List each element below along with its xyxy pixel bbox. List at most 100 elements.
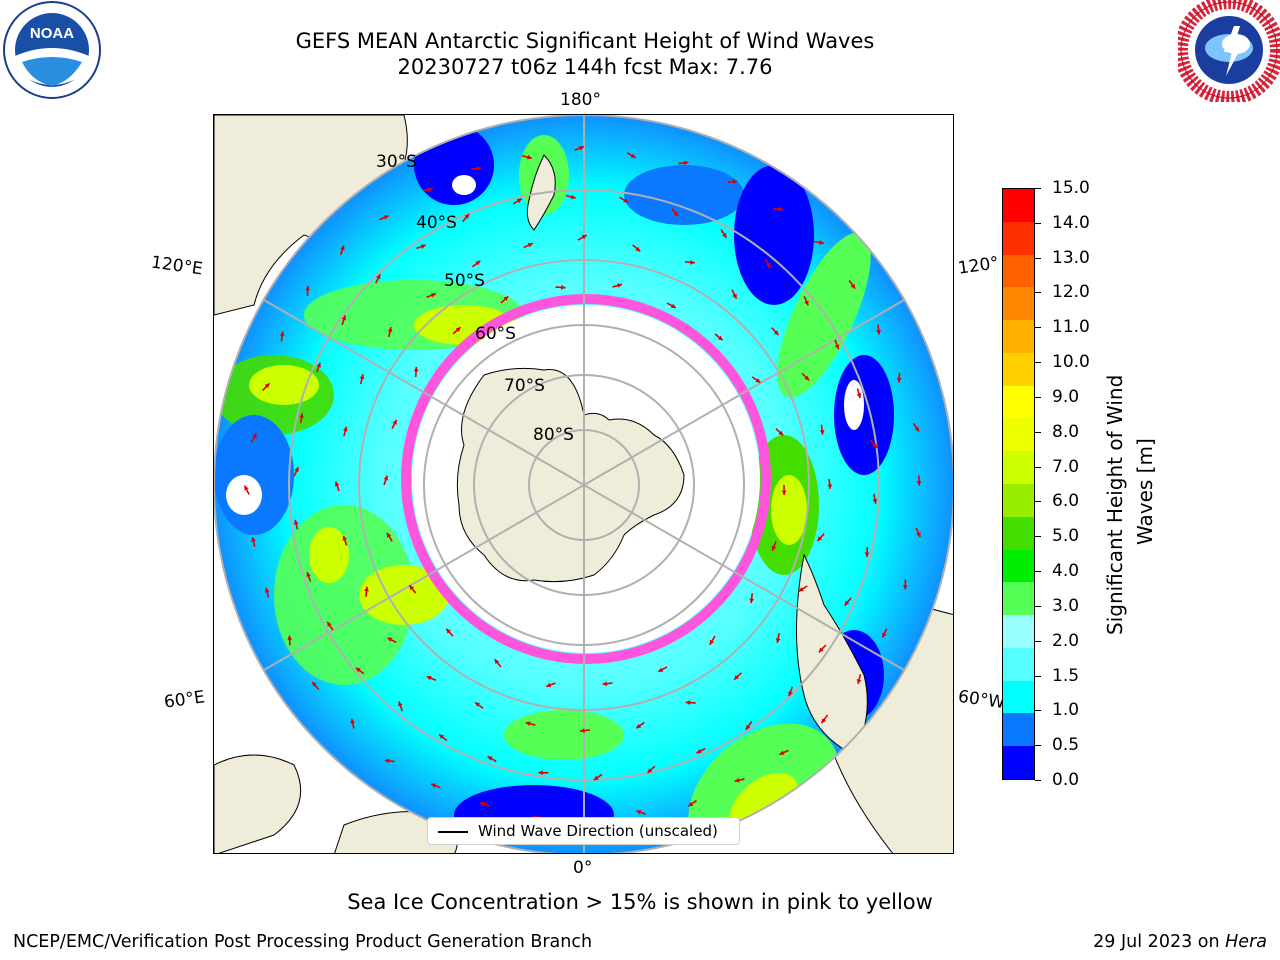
colorbar-tick-label: 11.0 [1052, 317, 1090, 338]
wind-wave-arrowhead [617, 283, 623, 288]
wind-wave-arrowhead [420, 244, 426, 249]
colorbar-tick-mark [1035, 501, 1041, 503]
legend-line [438, 831, 468, 833]
wind-wave-arrowhead [409, 585, 415, 591]
wind-wave-arrowhead [864, 552, 870, 557]
noaa-logo: NOAA [3, 1, 101, 99]
colorbar-tick-label: 6.0 [1052, 491, 1080, 512]
wind-wave-arrowhead [636, 723, 642, 729]
colorbar-band [1003, 287, 1034, 321]
colorbar-tick-label: 12.0 [1052, 282, 1090, 303]
wind-wave-arrowhead [779, 750, 785, 755]
lat-label-80s: 80°S [533, 425, 574, 445]
wind-wave-arrowhead [821, 718, 827, 724]
colorbar-tick-label: 7.0 [1052, 456, 1080, 477]
wind-wave-arrowhead [487, 756, 493, 761]
wind-wave-arrowhead [872, 498, 878, 504]
wind-wave-arrowhead [392, 419, 397, 425]
wind-wave-arrowhead [538, 770, 543, 776]
wind-wave-arrowhead [709, 639, 715, 645]
wind-wave-arrowhead [658, 667, 664, 672]
colorbar-band [1003, 188, 1034, 222]
wind-wave-arrowhead [635, 246, 641, 252]
footer-machine: Hera [1225, 932, 1267, 952]
colorbar-band [1003, 385, 1034, 419]
nws-logo [1178, 0, 1280, 102]
wind-wave-arrowhead [916, 481, 922, 486]
colorbar-tick-mark [1035, 292, 1041, 294]
colorbar-tick-mark [1035, 780, 1041, 781]
wind-wave-arrowhead [819, 240, 824, 245]
lon-label-120e: 120°E [149, 252, 204, 280]
colorbar-tick-mark [1035, 222, 1041, 224]
wind-wave-arrowhead [683, 160, 689, 166]
wind-wave-arrowhead [578, 145, 584, 151]
wind-wave-arrowhead [475, 702, 480, 707]
wind-wave-arrowhead [602, 681, 608, 687]
wind-wave-arrowhead [818, 647, 824, 653]
wind-wave-arrowhead [252, 433, 257, 439]
wind-wave-arrowhead [327, 621, 332, 627]
wind-wave-arrowhead [428, 187, 434, 192]
wind-wave-arrowhead [623, 198, 629, 203]
wind-wave-arrowhead [778, 430, 784, 436]
wind-wave-arrowhead [902, 585, 908, 590]
wind-wave-arrowhead [503, 296, 509, 302]
lat-label-40s: 40°S [416, 213, 457, 233]
wind-wave-arrowhead [305, 285, 311, 291]
wind-wave-arrowhead [334, 481, 340, 487]
wind-wave-arrowhead [819, 429, 825, 435]
colorbar-tick-label: 9.0 [1052, 386, 1080, 407]
wind-wave-arrowhead [279, 331, 285, 337]
colorbar-band [1003, 647, 1034, 681]
lat-label-60s: 60°S [475, 324, 516, 344]
noaa-logo-text: NOAA [30, 25, 74, 42]
colorbar-tick-mark [1035, 710, 1041, 712]
wind-wave-arrowhead [527, 154, 532, 160]
wind-wave-arrowhead [581, 235, 587, 240]
colorbar-band [1003, 713, 1034, 747]
wind-wave-arrowhead [560, 284, 566, 290]
chart-title: GEFS MEAN Antarctic Significant Height o… [295, 29, 875, 53]
wind-wave-arrowhead [316, 362, 321, 368]
wind-wave-arrowhead [804, 300, 809, 306]
colorbar-tick-mark [1035, 571, 1041, 573]
wind-wave-arrowhead [732, 293, 737, 299]
colorbar-tick-label: 15.0 [1052, 178, 1090, 198]
wind-wave-arrowhead [306, 572, 311, 578]
colorbar-tick-mark [1035, 362, 1041, 364]
footer-date-text: 29 Jul 2023 on [1093, 932, 1226, 952]
wind-wave-arrowhead [455, 327, 461, 332]
wind-wave-arrowhead [722, 232, 727, 238]
wind-wave-arrowhead [834, 344, 840, 350]
map-legend: Wind Wave Direction (unscaled) [427, 817, 740, 845]
wind-wave-arrowhead [896, 377, 902, 383]
wind-wave-arrowhead [755, 378, 761, 383]
wind-wave-arrowhead [480, 802, 486, 807]
colorbar-tick-label: 1.5 [1052, 665, 1080, 686]
colorbar [1002, 188, 1035, 780]
wind-wave-arrowhead [778, 206, 784, 212]
sea-ice-caption: Sea Ice Concentration > 15% is shown in … [347, 890, 933, 914]
wind-wave-arrowhead [387, 327, 393, 333]
wind-wave-arrowhead [546, 682, 552, 688]
colorbar-band [1003, 516, 1034, 550]
colorbar-band [1003, 418, 1034, 452]
wind-wave-arrowhead [383, 215, 389, 220]
wind-wave-arrowhead [872, 443, 878, 448]
colorbar-band [1003, 352, 1034, 386]
colorbar-band [1003, 615, 1034, 648]
lon-label-60e: 60°E [162, 687, 207, 713]
colorbar-tick-mark [1035, 675, 1041, 677]
wind-wave-arrowhead [916, 532, 921, 538]
wind-wave-arrowhead [734, 674, 739, 680]
wind-wave-arrowhead [850, 283, 856, 289]
colorbar-tick-mark [1035, 745, 1041, 747]
wind-wave-arrowhead [630, 153, 636, 158]
wind-wave-arrowhead [856, 678, 862, 684]
wind-wave-arrowhead [376, 274, 381, 280]
lon-label-180: 180° [560, 90, 601, 110]
colorbar-tick-mark [1035, 431, 1041, 433]
wind-wave-arrowhead [494, 659, 500, 665]
wind-wave-arrowhead [580, 728, 585, 733]
